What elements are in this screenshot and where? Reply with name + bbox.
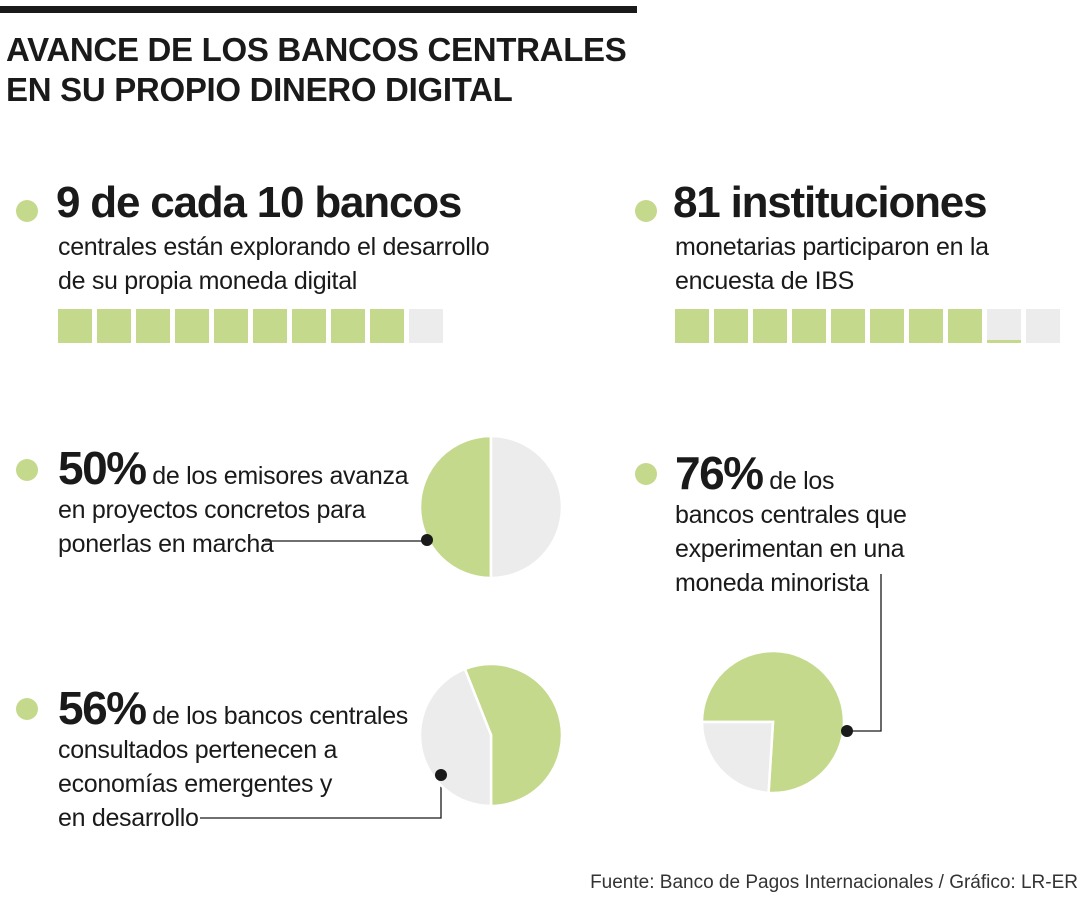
stat-value: 56%	[58, 682, 147, 734]
desc-instituciones: monetarias participaron en la encuesta d…	[675, 230, 989, 298]
page-title: AVANCE DE LOS BANCOS CENTRALES EN SU PRO…	[6, 30, 666, 110]
pie-slice	[418, 434, 493, 580]
headline-bancos: 9 de cada 10 bancos	[56, 178, 462, 227]
waffle-fill	[753, 309, 787, 343]
leader-line	[847, 574, 882, 732]
waffle-fill	[58, 309, 92, 343]
leader-dot	[421, 534, 433, 546]
pie-slice	[463, 662, 564, 808]
desc-line: de los bancos centrales	[152, 702, 408, 730]
waffle-square	[792, 309, 826, 343]
bullet-dot	[635, 463, 657, 485]
waffle-bancos	[58, 309, 443, 343]
waffle-square	[753, 309, 787, 343]
desc-line: bancos centrales que	[675, 501, 907, 529]
desc-minorista: 76% de los bancos centrales que experime…	[675, 450, 975, 600]
bullet-dot	[16, 459, 38, 481]
waffle-fill	[831, 309, 865, 343]
waffle-square	[214, 309, 248, 343]
waffle-fill	[136, 309, 170, 343]
leader-line	[200, 775, 442, 819]
desc-line: monetarias participaron en la	[675, 233, 989, 261]
waffle-fill	[792, 309, 826, 343]
pie-slice	[489, 434, 564, 580]
waffle-fill	[214, 309, 248, 343]
waffle-fill	[870, 309, 904, 343]
pie-slice	[700, 720, 775, 795]
desc-line: de los emisores avanza	[152, 462, 409, 490]
desc-line: en proyectos concretos para	[58, 496, 366, 524]
stat-value: 76%	[675, 447, 764, 499]
bullet-dot	[16, 200, 38, 222]
waffle-square	[175, 309, 209, 343]
desc-bancos: centrales están explorando el desarrollo…	[58, 230, 490, 298]
waffle-square	[987, 309, 1021, 343]
bullet-dot	[16, 698, 38, 720]
headline-instituciones: 81 instituciones	[673, 178, 988, 227]
desc-line: centrales están explorando el desarrollo	[58, 233, 490, 261]
source-note: Fuente: Banco de Pagos Internacionales /…	[590, 872, 1078, 893]
waffle-fill	[97, 309, 131, 343]
waffle-square	[948, 309, 982, 343]
title-line-2: EN SU PROPIO DINERO DIGITAL	[6, 71, 513, 108]
desc-line: experimentan en una	[675, 535, 905, 563]
waffle-instituciones	[675, 309, 1060, 343]
waffle-fill	[331, 309, 365, 343]
desc-line: economías emergentes y	[58, 770, 333, 798]
stat-value: 50%	[58, 442, 147, 494]
waffle-fill	[909, 309, 943, 343]
leader-dot	[841, 725, 853, 737]
waffle-square	[253, 309, 287, 343]
desc-line: de su propia moneda digital	[58, 267, 358, 295]
waffle-fill	[175, 309, 209, 343]
top-rule	[0, 6, 637, 13]
waffle-square	[714, 309, 748, 343]
waffle-fill	[714, 309, 748, 343]
waffle-fill	[675, 309, 709, 343]
waffle-square	[331, 309, 365, 343]
waffle-fill	[948, 309, 982, 343]
waffle-square	[870, 309, 904, 343]
waffle-square	[58, 309, 92, 343]
title-line-1: AVANCE DE LOS BANCOS CENTRALES	[6, 31, 627, 68]
leader-dot	[435, 769, 447, 781]
waffle-square	[1026, 309, 1060, 343]
desc-line: en desarrollo	[58, 804, 199, 832]
desc-line: de los	[769, 467, 835, 495]
waffle-fill	[253, 309, 287, 343]
waffle-square	[409, 309, 443, 343]
waffle-square	[97, 309, 131, 343]
desc-line: ponerlas en marcha	[58, 530, 274, 558]
waffle-fill	[987, 339, 1021, 343]
waffle-fill	[370, 309, 404, 343]
waffle-square	[370, 309, 404, 343]
desc-line: encuesta de IBS	[675, 267, 854, 295]
desc-emergentes: 56% de los bancos centrales consultados …	[58, 685, 418, 835]
waffle-square	[292, 309, 326, 343]
waffle-square	[675, 309, 709, 343]
desc-line: moneda minorista	[675, 569, 869, 597]
bullet-dot	[635, 200, 657, 222]
waffle-square	[831, 309, 865, 343]
desc-emisores: 50% de los emisores avanza en proyectos …	[58, 445, 418, 561]
desc-line: consultados pertenecen a	[58, 736, 338, 764]
waffle-square	[909, 309, 943, 343]
waffle-square	[136, 309, 170, 343]
waffle-fill	[292, 309, 326, 343]
